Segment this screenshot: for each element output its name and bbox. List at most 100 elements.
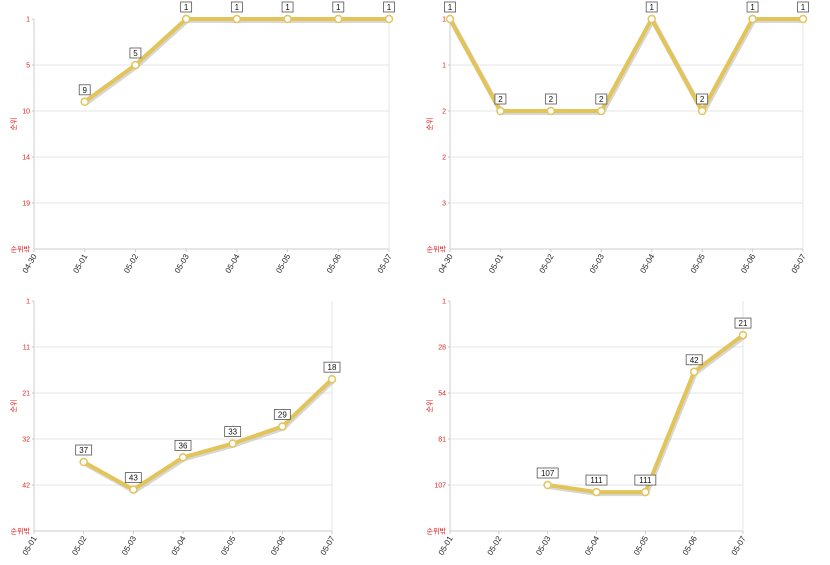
y-tick-label: 81 xyxy=(438,437,446,444)
y-tick-label: 1 xyxy=(26,17,30,24)
x-tick-label: 05-06 xyxy=(739,252,757,275)
y-tick-label: 1 xyxy=(442,299,446,306)
data-point xyxy=(129,485,138,494)
rank-chart-4: 1 28 54 81 107 순위밖 순위 05-01 05-02 05-03 05-04 05-05… xyxy=(426,299,752,557)
x-tick-label: 05-03 xyxy=(588,252,606,275)
data-label: 36 xyxy=(179,441,188,450)
y-tick-label: 32 xyxy=(22,437,30,444)
data-point xyxy=(597,106,606,116)
x-tick-label: 05-02 xyxy=(70,534,88,557)
series-line-shadow xyxy=(548,334,746,497)
data-label: 21 xyxy=(739,319,748,328)
x-tick-label: 05-05 xyxy=(689,252,707,275)
x-tick-label: 05-06 xyxy=(325,252,343,275)
data-label: 1 xyxy=(387,3,392,12)
data-label-box xyxy=(383,1,395,13)
data-label-box xyxy=(536,467,559,479)
data-point xyxy=(748,14,757,24)
data-point xyxy=(546,106,556,116)
x-tick-label: 05-07 xyxy=(376,252,394,275)
data-label: 1 xyxy=(649,3,654,12)
x-tick-label: 05-04 xyxy=(224,252,242,275)
data-label: 18 xyxy=(328,363,337,372)
data-label: 2 xyxy=(549,95,554,104)
data-label: 1 xyxy=(285,3,290,12)
data-point xyxy=(543,480,552,490)
y-tick-label: 54 xyxy=(438,391,446,398)
x-tick-label: 05-05 xyxy=(274,252,292,275)
data-label-box xyxy=(124,472,142,484)
data-label-box xyxy=(685,354,703,366)
x-tick-label: 05-01 xyxy=(71,252,89,275)
x-tick-label: 05-04 xyxy=(170,534,188,557)
data-label-box xyxy=(230,1,243,13)
data-label-box xyxy=(746,1,759,13)
x-tick-label: 05-03 xyxy=(534,534,552,557)
y-axis-title: 순위 xyxy=(10,400,18,413)
data-label: 1 xyxy=(336,3,341,12)
data-point xyxy=(80,97,89,107)
data-label: 2 xyxy=(498,95,503,104)
data-label: 111 xyxy=(639,476,652,485)
x-tick-label: 05-07 xyxy=(319,534,337,557)
x-tick-label: 04-30 xyxy=(21,252,39,275)
series-line xyxy=(83,17,389,104)
y-tick-label: 2 xyxy=(442,155,446,162)
data-label: 29 xyxy=(278,410,287,419)
data-label: 111 xyxy=(590,476,603,485)
data-label-box xyxy=(281,1,294,13)
series-line xyxy=(448,17,803,113)
data-point xyxy=(232,14,242,24)
data-point xyxy=(592,487,601,497)
data-label-box xyxy=(224,426,242,438)
data-label-box xyxy=(174,439,192,451)
data-point xyxy=(228,439,237,448)
data-label: 1 xyxy=(235,3,240,12)
data-point xyxy=(131,60,140,70)
x-tick-label: 05-06 xyxy=(681,534,699,557)
data-label-box xyxy=(494,93,507,105)
data-label: 5 xyxy=(133,49,138,58)
data-point xyxy=(647,14,656,24)
y-tick-label: 21 xyxy=(22,391,30,398)
y-out-of-rank-label: 순위밖 xyxy=(11,527,31,536)
data-label: 107 xyxy=(541,469,555,478)
y-out-of-rank-label: 순위밖 xyxy=(427,527,447,536)
series-line-shadow xyxy=(84,18,390,106)
data-point xyxy=(496,106,505,116)
data-label: 2 xyxy=(599,95,604,104)
data-label: 2 xyxy=(700,95,705,104)
data-label-box xyxy=(273,409,291,420)
y-tick-label: 19 xyxy=(22,201,30,208)
series-line xyxy=(547,333,745,495)
data-label-box xyxy=(634,474,657,486)
data-label-box xyxy=(544,93,557,105)
y-tick-label: 28 xyxy=(438,345,446,352)
data-label-box xyxy=(332,1,345,13)
data-point xyxy=(641,487,650,497)
y-axis-title: 순위 xyxy=(10,118,18,131)
y-tick-label: 5 xyxy=(26,63,30,70)
series-line xyxy=(82,377,334,492)
y-out-of-rank-label: 순위밖 xyxy=(11,245,31,254)
x-tick-label: 05-07 xyxy=(730,534,748,557)
y-tick-label: 1 xyxy=(442,63,446,70)
data-point xyxy=(178,453,188,462)
data-point xyxy=(334,14,343,24)
data-label-box xyxy=(585,474,608,486)
y-tick-label: 42 xyxy=(22,483,30,490)
data-label-box xyxy=(75,444,93,456)
data-label: 9 xyxy=(82,86,87,95)
y-tick-label: 1 xyxy=(442,17,446,24)
data-label: 1 xyxy=(448,3,453,12)
data-point xyxy=(283,14,292,24)
data-label-box xyxy=(645,1,658,13)
data-point xyxy=(689,367,699,377)
data-label-box xyxy=(78,84,91,96)
data-label: 1 xyxy=(184,3,189,12)
y-axis-title: 순위 xyxy=(426,400,434,413)
x-tick-label: 05-02 xyxy=(538,252,556,275)
